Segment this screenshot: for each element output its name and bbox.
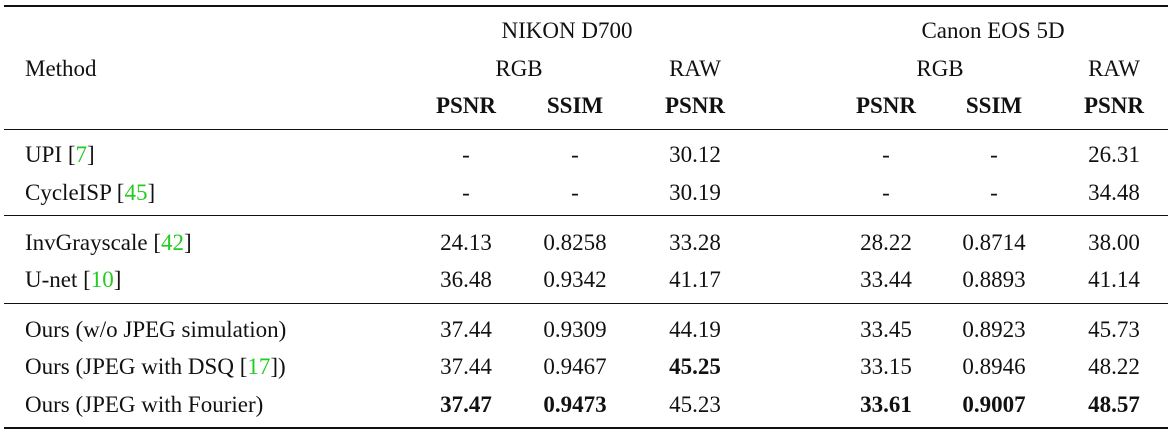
bottom-rule [4,427,1168,429]
table-cell: 0.9309 [543,317,607,342]
group-rule-2 [4,303,1168,304]
table-cell: - [882,180,890,205]
table-cell: 33.44 [860,267,912,292]
table-cell: - [462,180,470,205]
subgroup-rgb-canon: RGB [916,56,964,81]
subgroup-raw-canon: RAW [1088,56,1140,81]
top-rule [4,5,1168,7]
table-cell: 41.14 [1088,267,1140,292]
metric-header: SSIM [965,93,1023,118]
method-header: Method [25,56,97,81]
method-name: UPI [7] [25,142,95,167]
method-name: U-net [10] [25,267,122,292]
metric-header: PSNR [855,93,917,118]
group-rule-1 [4,215,1168,216]
table-cell: 0.8714 [962,230,1026,255]
table-cell: 0.9473 [543,392,607,417]
citation-link[interactable]: 17 [247,354,271,379]
method-name: Ours (JPEG with DSQ [17]) [25,354,286,379]
citation-link[interactable]: 42 [161,230,185,255]
table-cell: - [882,142,890,167]
table-cell: 45.73 [1088,317,1140,342]
table-cell: 37.44 [440,317,492,342]
method-name: InvGrayscale [42] [25,230,192,255]
table-cell: 0.8258 [543,230,607,255]
citation-link[interactable]: 45 [124,180,148,205]
citation-link[interactable]: 7 [75,142,87,167]
table-cell: 0.9342 [543,267,607,292]
table-cell: 24.13 [440,230,492,255]
table-cell: 37.47 [440,392,492,417]
table-cell: 30.19 [669,180,721,205]
citation-link[interactable]: 10 [90,267,114,292]
table-cell: 33.28 [669,230,721,255]
method-suffix: ) [278,354,286,379]
table-cell: 36.48 [440,267,492,292]
table-cell: 0.9467 [543,354,607,379]
method-label: Ours (JPEG with DSQ [25,354,240,379]
header-rule [4,129,1168,130]
table-cell: 48.22 [1088,354,1140,379]
table-cell: 0.8923 [962,317,1026,342]
table-cell: 48.57 [1088,392,1140,417]
table-cell: 26.31 [1088,142,1140,167]
table-cell: - [571,180,579,205]
method-label: U-net [25,267,78,292]
metric-header: PSNR [435,93,497,118]
table-cell: 33.61 [860,392,912,417]
table-cell: 30.12 [669,142,721,167]
table-cell: 33.15 [860,354,912,379]
table-cell: 45.25 [669,354,721,379]
method-name: Ours (JPEG with Fourier) [25,391,263,419]
metric-header: PSNR [664,93,726,118]
table-cell: - [990,142,998,167]
method-label: Ours (JPEG with Fourier) [25,392,264,417]
table-cell: 45.23 [669,392,721,417]
table-cell: 0.8946 [962,354,1026,379]
method-label: Ours (w/o JPEG simulation) [25,317,287,342]
table-cell: 38.00 [1088,230,1140,255]
group-header-nikon: NIKON D700 [501,18,633,43]
table-cell: 28.22 [860,230,912,255]
method-label: CycleISP [25,180,112,205]
method-label: InvGrayscale [25,230,148,255]
metric-header: SSIM [546,93,604,118]
table-cell: - [462,142,470,167]
table-cell: 44.19 [669,317,721,342]
metric-header: PSNR [1083,93,1145,118]
subgroup-raw-nikon: RAW [669,56,721,81]
table-cell: - [571,142,579,167]
group-header-canon: Canon EOS 5D [921,18,1065,43]
table-cell: 0.8893 [962,267,1026,292]
table-cell: 37.44 [440,354,492,379]
table-cell: - [990,180,998,205]
table-cell: 34.48 [1088,180,1140,205]
method-name: CycleISP [45] [25,180,156,205]
method-label: UPI [25,142,63,167]
table-cell: 41.17 [669,267,721,292]
method-name: Ours (w/o JPEG simulation) [25,316,286,344]
subgroup-rgb-nikon: RGB [495,56,543,81]
table-cell: 0.9007 [962,392,1026,417]
table-cell: 33.45 [860,317,912,342]
